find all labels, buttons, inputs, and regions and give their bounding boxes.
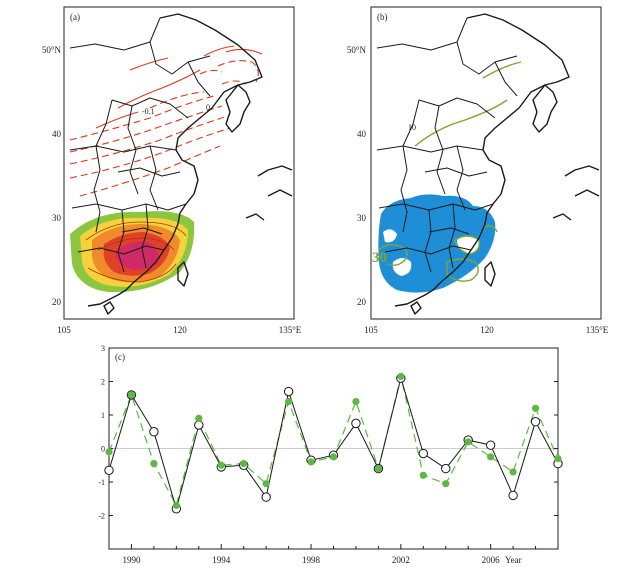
lat-label: 40: [52, 129, 62, 139]
series-point-green: [554, 454, 562, 463]
contour-label: 10: [408, 123, 416, 132]
series-point-green: [442, 480, 450, 488]
panel-b: (b) 10 30 50°N 40 30 20 105 120 135°E: [347, 6, 609, 335]
series-point-green: [397, 372, 405, 381]
x-axis-title: Year: [505, 555, 522, 565]
y-axis: -2 -1 0 1 2 3: [98, 344, 558, 521]
lat-label: 30: [52, 213, 62, 223]
lat-label: 20: [52, 297, 62, 307]
x-tick-label: 2002: [392, 555, 410, 565]
series-point-green: [150, 459, 158, 468]
series-point-green: [509, 468, 517, 476]
contour-label: 0: [206, 103, 210, 112]
series-point-black: [418, 448, 428, 459]
lat-label: 40: [357, 129, 367, 139]
y-tick-label: -1: [98, 478, 105, 487]
y-tick-label: 3: [101, 344, 105, 353]
series-point-green: [531, 404, 540, 412]
series-point-black: [485, 440, 496, 450]
x-axis: 1990 1994 1998 2002 2006: [108, 544, 559, 565]
shade-magenta: [116, 241, 159, 270]
x-tick-label: 1998: [302, 555, 321, 565]
series-point-green: [374, 465, 382, 473]
series-point-black: [283, 386, 294, 397]
series-point-green: [217, 461, 225, 469]
series-point-black: [351, 418, 361, 429]
green-contours: [378, 61, 522, 282]
y-tick-label: 0: [101, 445, 105, 454]
y-tick-label: 2: [101, 378, 105, 387]
lon-labels-b: 105 120 135°E: [364, 325, 609, 335]
series-point-green: [240, 459, 248, 468]
panel-c: (c) -2 -1 0 1 2 3 1990 1994 1998 2002 2006 Year: [98, 344, 563, 565]
series-point-green: [262, 480, 270, 488]
series-point-green: [307, 458, 315, 466]
lat-label: 20: [357, 297, 367, 307]
series-point-green: [329, 453, 338, 461]
panel-c-label: (c): [115, 352, 125, 362]
lon-labels-a: 105 120 135°E: [57, 325, 302, 335]
series-point-green: [352, 398, 360, 406]
series-point-black: [441, 463, 451, 474]
series-layer: [104, 372, 563, 514]
x-tick-label: 1994: [212, 555, 231, 565]
significance-hole: [383, 229, 397, 243]
panel-a-frame: [63, 6, 295, 320]
series-point-black: [104, 465, 114, 475]
panel-b-label: (b): [377, 12, 388, 22]
series-point-black: [508, 490, 518, 501]
contour-label: 30: [372, 250, 387, 266]
lat-labels-b: 50°N 40 30 20: [347, 45, 367, 307]
x-tick-label: 2006: [482, 555, 501, 565]
significance-hole: [392, 258, 412, 276]
panel-b-frame: [370, 6, 602, 320]
series-point-green: [105, 448, 113, 456]
series-point-black: [194, 420, 204, 430]
lon-label: 135°E: [279, 325, 302, 335]
lat-label: 50°N: [347, 45, 367, 55]
series-point-green: [127, 391, 136, 399]
series-point-green: [487, 453, 495, 461]
series-point-green: [419, 471, 427, 479]
lon-label: 105: [364, 325, 378, 335]
series-point-black: [261, 492, 271, 502]
lon-label: 120: [173, 325, 187, 335]
y-tick-label: -2: [98, 512, 105, 521]
panel-a-label: (a): [70, 12, 80, 22]
x-tick-label: 1990: [122, 555, 141, 565]
y-tick-label: 1: [101, 411, 105, 420]
lat-label: 30: [357, 213, 367, 223]
series-point-green: [285, 398, 293, 406]
series-point-green: [172, 501, 180, 510]
series-point-black: [530, 417, 541, 427]
contour-label: -0.1: [142, 107, 155, 116]
significance-hole: [457, 236, 480, 254]
lat-labels-a: 50°N 40 30 20: [42, 45, 62, 307]
series-point-green: [195, 414, 203, 422]
series-point-green: [464, 438, 472, 446]
panel-a: (a) -0.1 0 50°N 40 30 20 105 120 135°E: [42, 6, 302, 335]
lon-label: 135°E: [586, 325, 609, 335]
series-point-black: [149, 427, 159, 437]
lat-label: 50°N: [42, 45, 62, 55]
lon-label: 105: [57, 325, 71, 335]
lon-label: 120: [480, 325, 494, 335]
